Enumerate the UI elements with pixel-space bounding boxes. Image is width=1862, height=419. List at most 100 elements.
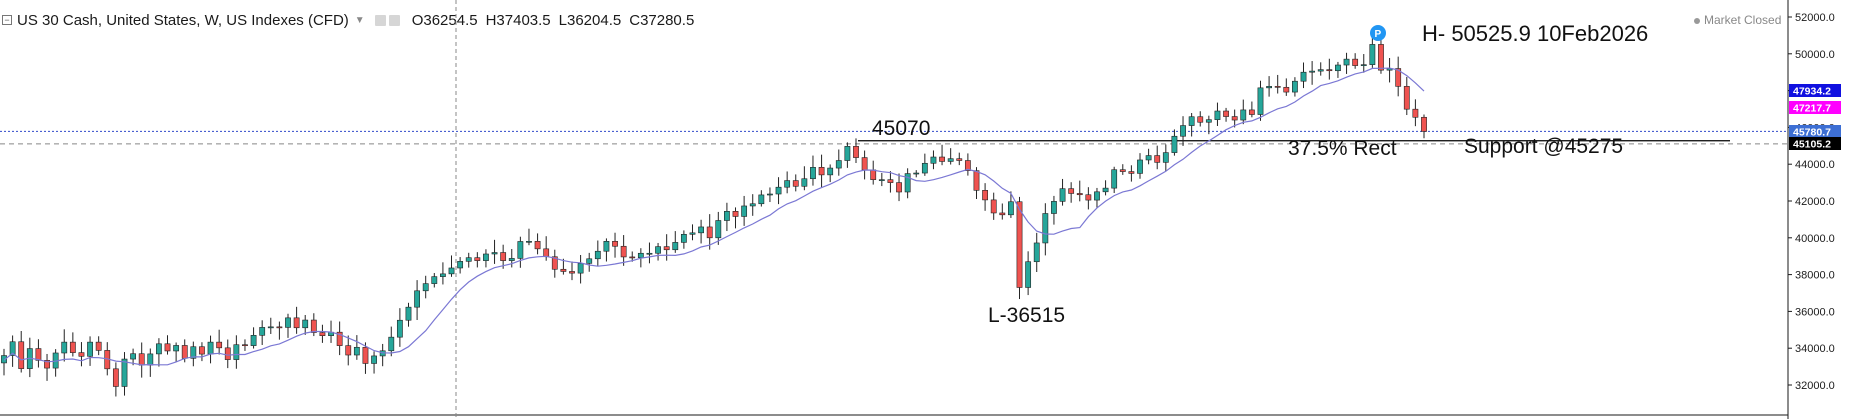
candle-body [1171,135,1178,153]
candle-body [767,193,773,196]
candle-body [1,355,7,364]
candle-body [921,162,928,174]
candle-body [973,170,980,191]
close-icon[interactable] [388,14,400,26]
candle-body [982,190,988,201]
y-tick-label: 32000.0 [1795,380,1835,392]
candle-body [1051,201,1057,214]
candle-body [1059,188,1066,202]
candle-body [164,343,171,352]
settings-icon[interactable] [374,14,386,26]
candle-body [698,226,704,234]
y-tick-label: 50000.0 [1795,49,1835,61]
candle-body [1042,213,1049,244]
candle-body [1145,155,1152,161]
candle-body [999,212,1006,216]
candle-body [792,180,799,187]
price-badge-label: 47934.2 [1793,86,1831,98]
candle-body [18,341,25,369]
candle-body [775,186,782,195]
candle-body [586,258,593,264]
candle-body [526,240,532,243]
candle-body [655,246,661,254]
candle-body [147,353,154,366]
candle-body [784,180,791,188]
candle-body [483,253,489,261]
candle-body [964,160,971,171]
chevron-down-icon[interactable]: ▼ [354,14,365,26]
high-annotation: H- 50525.9 10Feb2026 [1422,21,1648,46]
moving-average-line [3,67,1425,366]
candle-body [1162,152,1169,163]
candle-body [1378,44,1384,71]
candle-body [1248,109,1255,115]
candle-body [491,252,498,255]
candle-body [1335,64,1341,72]
candle-body [276,326,283,329]
candle-body [939,156,945,162]
candle-body [156,343,162,355]
candle-body [1128,171,1135,174]
collapse-icon[interactable]: − [2,15,12,25]
candle-body [87,341,93,357]
candle-body [861,157,868,171]
candle-body [448,267,455,275]
candle-body [870,169,877,180]
candle-body [913,172,920,175]
candle-body [543,248,550,258]
candle-body [1119,169,1126,172]
candle-body [250,335,257,346]
candle-body [35,348,42,361]
candle-body [242,344,248,347]
candle-body [827,167,834,176]
y-tick-label: 42000.0 [1795,196,1835,208]
candle-body [353,346,360,356]
candle-body [233,344,240,360]
price-badge-label: 45780.7 [1793,127,1831,139]
candle-body [680,234,687,243]
ohlc-close: C37280.5 [629,11,695,29]
candle-body [1421,116,1427,132]
candle-body [190,346,197,359]
candle-body [388,336,395,352]
candle-body [551,256,558,270]
candle-body [1197,116,1204,123]
y-tick-label: 38000.0 [1795,270,1835,282]
symbol-title[interactable]: US 30 Cash, United States, W, US Indexes… [17,11,349,29]
candle-body [956,158,963,161]
candle-body [259,327,266,336]
candle-body [267,326,274,329]
candle-body [474,257,481,261]
candle-body [293,317,300,329]
candle-body [1300,71,1307,82]
y-tick-label: 44000.0 [1795,159,1835,171]
candle-body [1137,159,1143,174]
candle-body [1154,155,1161,163]
candle-body [1231,116,1238,121]
candle-body [1008,201,1014,216]
candle-body [224,347,231,360]
candle-body [1403,86,1410,110]
price-badge [1789,84,1841,97]
candle-body [310,319,317,333]
candle-body [577,263,584,274]
candle-body [1111,169,1118,189]
market-status: Market Closed [1694,13,1781,27]
candle-body [663,246,670,251]
candle-body [396,319,403,338]
candle-body [646,252,653,255]
market-status-label: Market Closed [1704,13,1782,27]
candle-body [1102,187,1109,193]
candle-body [1240,109,1247,121]
candle-body [1188,116,1195,126]
y-tick-label: 36000.0 [1795,306,1835,318]
candle-body [810,167,816,180]
candle-body [121,358,128,387]
candle-body [371,355,377,364]
candle-body [749,203,756,207]
candle-body [878,179,885,181]
candle-body [130,353,136,360]
candle-body [207,341,214,355]
